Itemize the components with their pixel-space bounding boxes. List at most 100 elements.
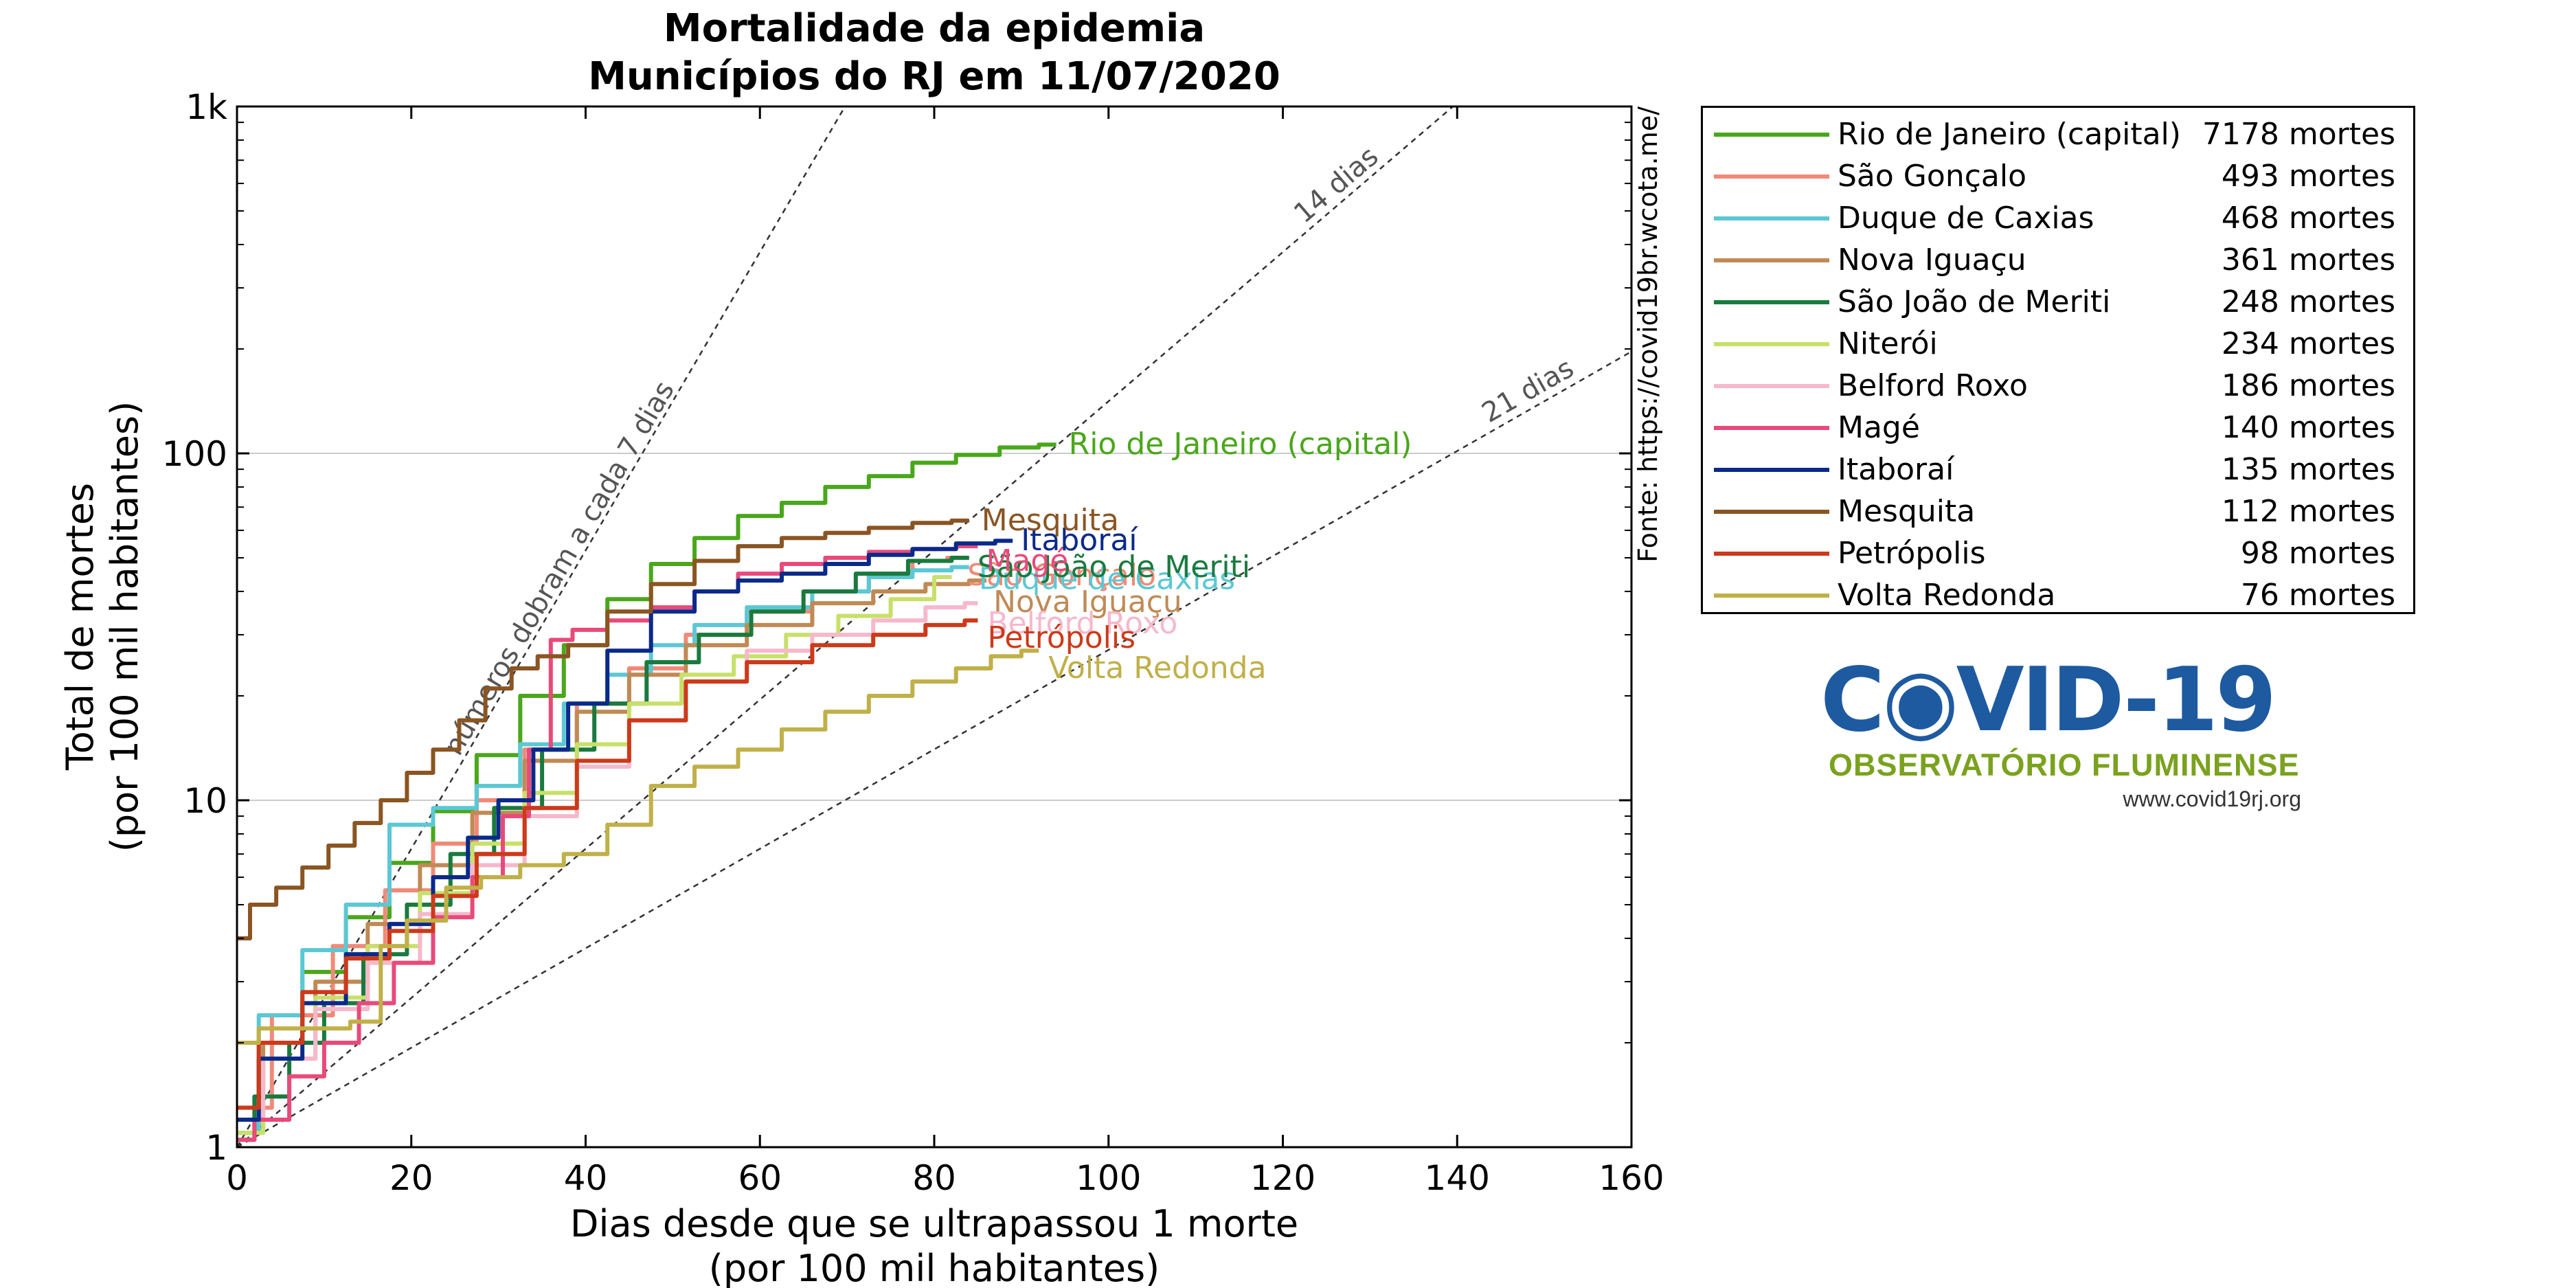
x-tick-label: 40 [564, 1158, 608, 1198]
y-tick-label: 1k [185, 87, 227, 127]
legend-swatch [1714, 468, 1829, 472]
legend-item: São João de Meriti 248 mortes [1703, 281, 2413, 323]
legend-deaths: 7178 mortes [2202, 117, 2395, 152]
legend-item: São Gonçalo 493 mortes [1703, 155, 2413, 197]
legend-swatch [1714, 594, 1829, 598]
legend-swatch [1714, 174, 1829, 179]
series-line-7 [237, 544, 978, 1142]
x-axis: 0 20 40 60 80 100 120 140 160 [226, 106, 1664, 1198]
x-tick-label: 140 [1425, 1158, 1490, 1198]
series-line-10 [237, 618, 978, 1110]
legend-name: Itaboraí [1838, 452, 1954, 487]
x-tick-label: 20 [389, 1158, 433, 1198]
logo-subtitle: OBSERVATÓRIO FLUMINENSE [1829, 747, 2300, 782]
legend-deaths: 186 mortes [2221, 368, 2395, 403]
legend-deaths: 493 mortes [2221, 159, 2395, 194]
series-end-label: Petrópolis [987, 620, 1136, 655]
doubling-label-14: 14 dias [1288, 141, 1384, 230]
legend-swatch [1714, 552, 1829, 556]
legend-deaths: 76 mortes [2240, 578, 2395, 613]
series-end-label: Rio de Janeiro (capital) [1069, 427, 1412, 462]
legend-item: Mesquita 112 mortes [1703, 490, 2413, 532]
series-line-1 [237, 556, 961, 1110]
legend-item: Petrópolis 98 mortes [1703, 532, 2413, 574]
y-axis: 1 10 100 1k [162, 87, 1631, 1168]
series-labels: Rio de Janeiro (capital) São GonçaloDuque… [967, 427, 1412, 686]
legend-deaths: 135 mortes [2221, 452, 2395, 487]
x-tick-label: 80 [912, 1158, 956, 1198]
x-tick-label: 100 [1076, 1158, 1141, 1198]
legend-name: Petrópolis [1838, 536, 1986, 571]
y-tick-label: 1 [205, 1128, 227, 1168]
series-line-2 [237, 565, 969, 1136]
series-end-label: Mesquita [982, 503, 1119, 538]
series-end-label: Volta Redonda [1048, 651, 1266, 686]
legend-name: São Gonçalo [1838, 159, 2026, 194]
x-tick-label: 0 [226, 1158, 248, 1198]
legend-item: Belford Roxo 186 mortes [1703, 365, 2413, 407]
series-end-label: Nova Iguaçu [993, 585, 1182, 620]
legend-swatch [1714, 258, 1829, 262]
legend-name: Volta Redonda [1838, 578, 2056, 613]
legend-name: Mesquita [1838, 494, 1976, 529]
series-line-11 [237, 648, 1039, 1045]
legend-swatch [1714, 216, 1829, 221]
series-line-6 [237, 601, 978, 1122]
series-end-label: Belford Roxo [987, 606, 1177, 641]
y-axis-label-units: (por 100 mil habitantes) [103, 401, 146, 852]
legend: Rio de Janeiro (capital) 7178 mortes São G… [1701, 106, 2415, 614]
chart-title: Mortalidade da epidemia [664, 6, 1205, 51]
logo-url: www.covid19rj.org [2123, 787, 2301, 811]
legend-name: Belford Roxo [1838, 368, 2028, 403]
legend-deaths: 248 mortes [2221, 284, 2395, 319]
series-group [237, 442, 1057, 1142]
covid19-logo: C◉VID-19 OBSERVATÓRIO FLUMINENSE www.cov… [1820, 649, 2315, 824]
legend-item: Itaboraí 135 mortes [1703, 449, 2413, 490]
legend-name: São João de Meriti [1838, 284, 2111, 319]
y-tick-label: 100 [162, 434, 227, 474]
legend-item: Magé 140 mortes [1703, 407, 2413, 449]
x-axis-label: Dias desde que se ultrapassou 1 morte [570, 1202, 1298, 1245]
legend-name: Nova Iguaçu [1838, 242, 2026, 278]
legend-swatch [1714, 342, 1829, 346]
grid [237, 453, 1631, 801]
legend-name: Magé [1838, 410, 1920, 445]
source-note: Fonte: https://covid19br.wcota.me/ [1633, 106, 1663, 563]
series-end-label: São João de Meriti [978, 550, 1250, 585]
series-end-label: Itaboraí [1021, 523, 1138, 558]
legend-swatch [1714, 300, 1829, 304]
legend-item: Volta Redonda 76 mortes [1703, 574, 2413, 616]
x-tick-label: 120 [1250, 1158, 1315, 1198]
chart-subtitle: Municípios do RJ em 11/07/2020 [588, 54, 1280, 99]
series-line-8 [237, 539, 1013, 1122]
legend-deaths: 361 mortes [2221, 242, 2395, 278]
legend-item: Nova Iguaçu 361 mortes [1703, 239, 2413, 281]
x-axis-label-units: (por 100 mil habitantes) [709, 1247, 1160, 1288]
legend-item: Duque de Caxias 468 mortes [1703, 197, 2413, 239]
legend-swatch [1714, 510, 1829, 514]
series-end-label: Magé [986, 543, 1068, 578]
legend-swatch [1714, 426, 1829, 430]
legend-item: Rio de Janeiro (capital) 7178 mortes [1703, 113, 2413, 155]
x-tick-label: 60 [738, 1158, 782, 1198]
legend-name: Niterói [1838, 326, 1938, 361]
legend-deaths: 98 mortes [2240, 536, 2395, 571]
x-tick-label: 160 [1598, 1158, 1664, 1198]
legend-name: Duque de Caxias [1838, 201, 2094, 236]
legend-deaths: 140 mortes [2221, 410, 2395, 445]
legend-deaths: 234 mortes [2221, 326, 2395, 361]
doubling-line-14 [236, 106, 1454, 1148]
legend-deaths: 468 mortes [2221, 201, 2395, 236]
logo-title: C◉VID-19 [1820, 649, 2276, 752]
series-end-label: Duque de Caxias [979, 562, 1235, 597]
legend-deaths: 112 mortes [2221, 494, 2395, 529]
y-tick-label: 10 [183, 781, 227, 821]
legend-name: Rio de Janeiro (capital) [1838, 117, 2181, 152]
legend-swatch [1714, 133, 1829, 137]
y-axis-label: Total de mortes [58, 483, 102, 771]
series-line-9 [237, 518, 969, 940]
series-line-0 [237, 442, 1057, 1136]
legend-swatch [1714, 384, 1829, 388]
legend-item: Niterói 234 mortes [1703, 323, 2413, 365]
